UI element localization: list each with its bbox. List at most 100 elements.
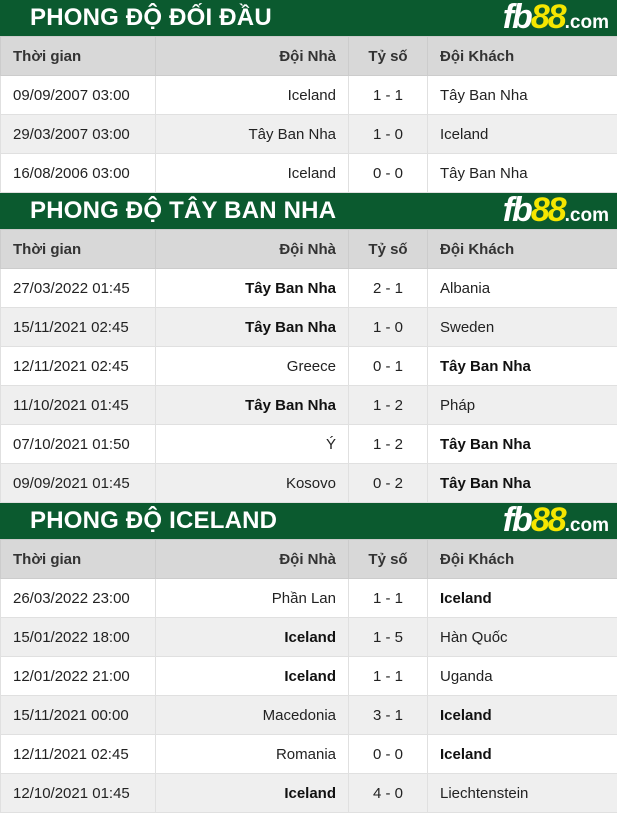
away-team: Liechtenstein [428, 774, 617, 813]
table-row: 15/11/2021 00:00 Macedonia 3 - 1 Iceland [1, 696, 617, 735]
section-header: PHONG ĐỘ ĐỐI ĐẦU fb88.com [0, 0, 617, 36]
score: 0 - 0 [349, 154, 428, 193]
score: 1 - 2 [349, 425, 428, 464]
match-time: 12/01/2022 21:00 [1, 657, 156, 696]
away-team: Uganda [428, 657, 617, 696]
table-row: 12/11/2021 02:45 Greece 0 - 1 Tây Ban Nh… [1, 347, 617, 386]
match-time: 15/11/2021 00:00 [1, 696, 156, 735]
fb88-logo: fb88.com [503, 0, 609, 37]
score: 1 - 1 [349, 76, 428, 115]
away-team: Albania [428, 269, 617, 308]
home-team: Kosovo [156, 464, 349, 503]
table-row: 12/10/2021 01:45 Iceland 4 - 0 Liechtens… [1, 774, 617, 813]
score: 1 - 5 [349, 618, 428, 657]
home-team: Tây Ban Nha [156, 386, 349, 425]
match-time: 15/11/2021 02:45 [1, 308, 156, 347]
away-team: Tây Ban Nha [428, 76, 617, 115]
away-team: Tây Ban Nha [428, 464, 617, 503]
home-team: Tây Ban Nha [156, 115, 349, 154]
home-team: Iceland [156, 774, 349, 813]
home-team: Ý [156, 425, 349, 464]
away-team: Iceland [428, 579, 617, 618]
home-team: Macedonia [156, 696, 349, 735]
fb88-logo: fb88.com [503, 501, 609, 540]
away-team: Iceland [428, 735, 617, 774]
table-row: 29/03/2007 03:00 Tây Ban Nha 1 - 0 Icela… [1, 115, 617, 154]
match-time: 29/03/2007 03:00 [1, 115, 156, 154]
score: 0 - 0 [349, 735, 428, 774]
table-row: 15/01/2022 18:00 Iceland 1 - 5 Hàn Quốc [1, 618, 617, 657]
section-title: PHONG ĐỘ ICELAND [30, 507, 277, 535]
score: 0 - 2 [349, 464, 428, 503]
match-time: 12/11/2021 02:45 [1, 735, 156, 774]
column-header: Tỷ số [349, 37, 428, 76]
score: 0 - 1 [349, 347, 428, 386]
match-time: 26/03/2022 23:00 [1, 579, 156, 618]
fb88-logo: fb88.com [503, 191, 609, 230]
column-header: Thời gian [1, 230, 156, 269]
section-title: PHONG ĐỘ ĐỐI ĐẦU [30, 4, 272, 32]
column-header: Đội Khách [428, 540, 617, 579]
column-header: Thời gian [1, 37, 156, 76]
score: 3 - 1 [349, 696, 428, 735]
score: 1 - 1 [349, 657, 428, 696]
home-team: Tây Ban Nha [156, 269, 349, 308]
away-team: Pháp [428, 386, 617, 425]
score: 1 - 0 [349, 308, 428, 347]
column-header: Đội Nhà [156, 230, 349, 269]
match-time: 09/09/2021 01:45 [1, 464, 156, 503]
section-header: PHONG ĐỘ ICELAND fb88.com [0, 503, 617, 539]
match-time: 11/10/2021 01:45 [1, 386, 156, 425]
section-header: PHONG ĐỘ TÂY BAN NHA fb88.com [0, 193, 617, 229]
table-row: 12/01/2022 21:00 Iceland 1 - 1 Uganda [1, 657, 617, 696]
home-team: Iceland [156, 154, 349, 193]
home-team: Greece [156, 347, 349, 386]
home-team: Iceland [156, 657, 349, 696]
table-row: 07/10/2021 01:50 Ý 1 - 2 Tây Ban Nha [1, 425, 617, 464]
score: 1 - 0 [349, 115, 428, 154]
match-time: 09/09/2007 03:00 [1, 76, 156, 115]
match-time: 27/03/2022 01:45 [1, 269, 156, 308]
home-team: Phần Lan [156, 579, 349, 618]
column-header: Đội Nhà [156, 540, 349, 579]
match-time: 15/01/2022 18:00 [1, 618, 156, 657]
column-header: Đội Nhà [156, 37, 349, 76]
home-team: Iceland [156, 618, 349, 657]
match-time: 07/10/2021 01:50 [1, 425, 156, 464]
match-time: 12/10/2021 01:45 [1, 774, 156, 813]
away-team: Tây Ban Nha [428, 347, 617, 386]
away-team: Iceland [428, 696, 617, 735]
table-row: 15/11/2021 02:45 Tây Ban Nha 1 - 0 Swede… [1, 308, 617, 347]
away-team: Tây Ban Nha [428, 425, 617, 464]
score: 1 - 2 [349, 386, 428, 425]
score: 2 - 1 [349, 269, 428, 308]
away-team: Hàn Quốc [428, 618, 617, 657]
home-team: Iceland [156, 76, 349, 115]
away-team: Sweden [428, 308, 617, 347]
table-row: 09/09/2007 03:00 Iceland 1 - 1 Tây Ban N… [1, 76, 617, 115]
column-header: Đội Khách [428, 230, 617, 269]
away-team: Iceland [428, 115, 617, 154]
match-time: 16/08/2006 03:00 [1, 154, 156, 193]
match-time: 12/11/2021 02:45 [1, 347, 156, 386]
column-header: Đội Khách [428, 37, 617, 76]
away-team: Tây Ban Nha [428, 154, 617, 193]
home-team: Romania [156, 735, 349, 774]
score: 1 - 1 [349, 579, 428, 618]
table-row: 27/03/2022 01:45 Tây Ban Nha 2 - 1 Alban… [1, 269, 617, 308]
table-row: 11/10/2021 01:45 Tây Ban Nha 1 - 2 Pháp [1, 386, 617, 425]
section-title: PHONG ĐỘ TÂY BAN NHA [30, 197, 336, 225]
column-header: Tỷ số [349, 230, 428, 269]
table-row: 16/08/2006 03:00 Iceland 0 - 0 Tây Ban N… [1, 154, 617, 193]
column-header: Tỷ số [349, 540, 428, 579]
table-row: 26/03/2022 23:00 Phần Lan 1 - 1 Iceland [1, 579, 617, 618]
home-team: Tây Ban Nha [156, 308, 349, 347]
table-row: 09/09/2021 01:45 Kosovo 0 - 2 Tây Ban Nh… [1, 464, 617, 503]
